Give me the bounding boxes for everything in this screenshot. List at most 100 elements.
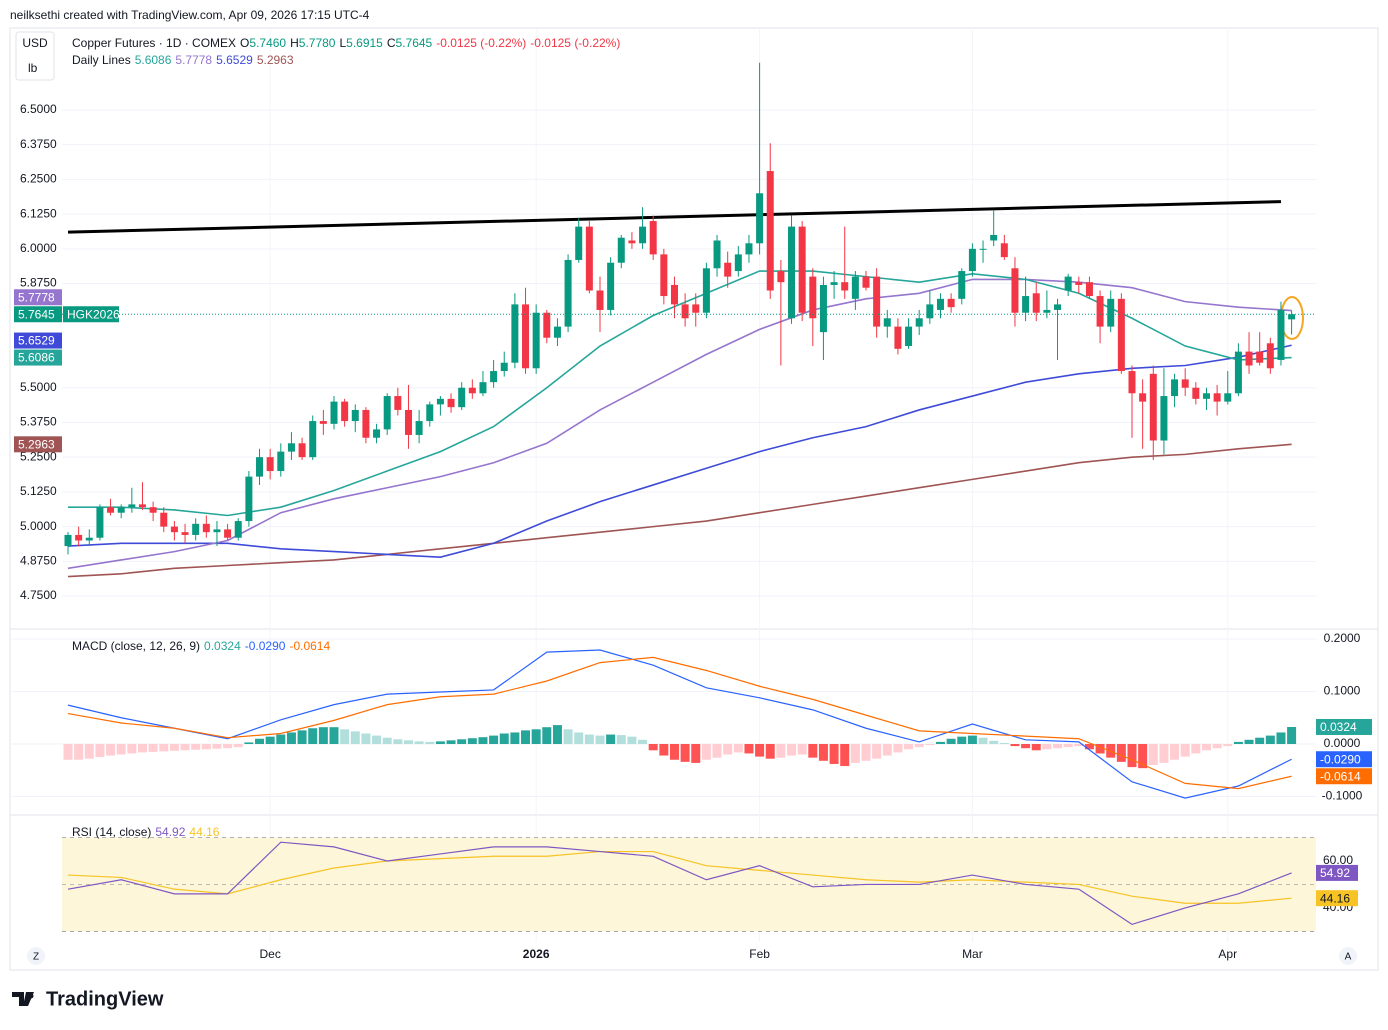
histogram-bar [723,743,733,755]
histogram-bar [340,729,350,744]
candle-body [245,476,253,522]
x-tick-label: Dec [259,947,280,961]
y-tick-label: 4.7500 [20,588,57,602]
candle-body [926,304,934,319]
candle-body [1032,293,1040,313]
ohlc-value: 5.7780 [298,36,336,50]
scale-button[interactable] [1339,947,1357,965]
legend-title: Daily Lines [72,53,131,67]
logo-icon [12,992,34,1006]
series-line [68,270,1292,517]
candle-body [724,262,732,277]
y-tick-label: 0.1000 [1324,684,1361,698]
histogram-bar [627,736,637,744]
histogram-bar [127,743,137,754]
price-tag: 5.6086 [18,351,55,365]
candle-body [1064,276,1072,291]
y-tick-label: -0.1000 [1322,789,1363,803]
histogram-bar [308,728,318,744]
histogram-bar [180,743,190,751]
legend-title: Copper Futures · 1D · COMEX [72,36,237,50]
y-tick-label: 5.0000 [20,519,57,533]
histogram-bar [712,743,722,758]
candle-body [213,529,221,533]
candle-body [490,371,498,383]
candle-body [798,226,806,313]
candle-body [362,409,370,438]
candle-body [1139,393,1147,402]
candle-body [234,521,242,538]
histogram-bar [893,743,903,753]
scale-button[interactable] [27,947,45,965]
histogram-bar [255,738,265,744]
legend-value: 54.92 [155,825,186,839]
histogram-bar [1042,743,1052,750]
y-tick-label: 6.1250 [20,206,57,220]
candle-body [1181,379,1189,388]
candle-body [670,284,678,305]
legend-value: -0.0614 [289,639,331,653]
candle-body [1288,314,1296,320]
candle-body [1128,371,1136,394]
y-tick-label: 6.3750 [20,137,57,151]
candle-body [1107,298,1115,327]
histogram-bar [1148,743,1158,766]
histogram-bar [1191,743,1201,754]
candle-body [479,382,487,394]
candle-body [1075,282,1083,285]
candle-body [266,457,274,472]
candle-body [107,507,115,513]
histogram-bar [904,743,914,750]
candle-body [170,526,178,533]
x-tick-label: Feb [749,947,770,961]
ohlc-key: H [290,36,299,50]
candle-body [330,401,338,424]
change: -0.0125 (-0.22%) [436,36,527,50]
candle-body [585,226,593,291]
candle-body [841,282,849,291]
histogram-bar [499,733,509,744]
histogram-bar [584,734,594,744]
histogram-bar [63,743,73,760]
candle-body [341,401,349,422]
price-tag-bg [14,332,62,349]
y-tick-label: 6.2500 [20,172,57,186]
candle-body [905,326,913,347]
histogram-bar [531,729,541,744]
histogram-bar [1255,737,1265,744]
line-value: 5.6529 [216,53,253,67]
histogram-bar [1063,743,1073,748]
series-line [67,841,1292,926]
histogram-bar [265,736,275,744]
legend-title: MACD (close, 12, 26, 9) [72,639,201,653]
candle-body [1213,393,1221,402]
symbol-tag: HGK2026 [67,307,120,321]
histogram-bar [116,743,126,755]
unit-box[interactable] [15,31,55,81]
candle-body [1256,351,1264,363]
series-line [67,344,1292,558]
candle-body [192,523,200,535]
candle-body [1224,393,1232,402]
candle-body [681,304,689,319]
histogram-bar [914,743,924,748]
histogram-bar [361,733,371,744]
candle-body [522,304,530,369]
histogram-bar [244,742,254,744]
candle-body [596,290,604,310]
ohlc-value: 5.7645 [395,36,433,50]
histogram-bar [1201,743,1211,751]
histogram-bar [765,743,775,759]
value-tag-bg [1316,768,1372,785]
y-tick-label: 5.5000 [20,380,57,394]
y-tick-label: 0.0000 [1324,736,1361,750]
histogram-bar [659,743,669,756]
histogram-bar [191,743,201,750]
candle-body [947,298,955,308]
histogram-bar [201,743,211,750]
candle-body [830,282,838,285]
y-tick-label: 5.3750 [20,415,57,429]
candle-body [702,268,710,313]
histogram-bar [233,743,243,748]
